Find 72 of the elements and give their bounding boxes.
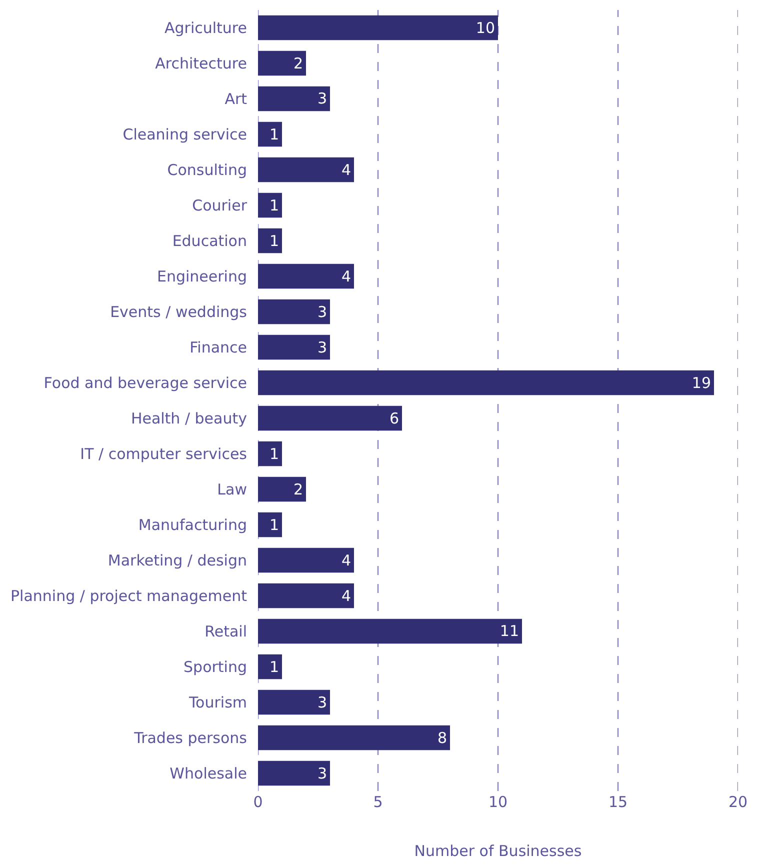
bar: [258, 192, 282, 218]
y-tick-label: Marketing / design: [108, 552, 247, 570]
y-tick-label: Trades persons: [133, 729, 248, 747]
y-tick-label: Food and beverage service: [44, 374, 247, 392]
bar: [258, 583, 354, 608]
data-label: 6: [389, 409, 399, 428]
x-tick-label: 20: [728, 793, 748, 811]
bar: [258, 441, 282, 466]
data-label: 4: [341, 267, 351, 286]
data-label: 1: [269, 125, 279, 144]
data-label: 1: [269, 232, 279, 250]
data-label: 1: [269, 444, 279, 463]
bar: [258, 725, 450, 750]
x-tick-label: 15: [608, 793, 628, 811]
x-tick-label: 10: [488, 793, 508, 811]
bar: [258, 690, 330, 715]
data-label: 2: [293, 480, 303, 498]
data-label: 8: [437, 728, 447, 747]
y-tick-label: Law: [217, 480, 247, 498]
data-label: 4: [341, 551, 351, 570]
y-tick-label: Finance: [190, 338, 247, 356]
bar: [258, 157, 354, 182]
bar: [258, 334, 330, 360]
data-label: 10: [476, 18, 495, 37]
bar: [258, 406, 402, 431]
x-tick-label: 5: [373, 793, 383, 811]
y-tick-label: Agriculture: [164, 19, 247, 37]
data-label: 1: [269, 516, 279, 534]
y-tick-label: Engineering: [157, 268, 247, 286]
bar: [258, 512, 282, 538]
y-tick-label: Health / beauty: [130, 410, 248, 428]
data-label: 3: [317, 764, 327, 782]
y-tick-label: Art: [224, 90, 248, 108]
bar: [258, 370, 714, 396]
y-tick-label: Planning / project management: [10, 587, 248, 605]
data-label: 4: [341, 586, 351, 605]
y-tick-label: Sporting: [184, 658, 247, 676]
data-label: 2: [293, 54, 303, 72]
data-label: 3: [317, 90, 327, 108]
y-tick-label: Cleaning service: [122, 126, 247, 144]
y-tick-label: Education: [172, 232, 247, 250]
data-label: 11: [500, 622, 519, 640]
bar: [258, 86, 330, 112]
data-label: 1: [269, 196, 279, 214]
data-label: 3: [317, 693, 327, 712]
x-tick-label: 0: [253, 793, 263, 811]
y-tick-label: Wholesale: [170, 764, 247, 782]
bar: [258, 760, 330, 786]
bar: [258, 618, 522, 644]
bar: [258, 50, 306, 76]
y-tick-label: Retail: [204, 622, 247, 640]
data-label: 3: [317, 338, 327, 356]
y-tick-label: Events / weddings: [110, 303, 248, 321]
bar: [258, 228, 282, 254]
bar: [258, 264, 354, 289]
data-label: 19: [692, 374, 711, 392]
x-axis-title: Number of Businesses: [414, 842, 582, 860]
y-tick-label: Architecture: [155, 54, 247, 72]
bar: [258, 299, 330, 324]
y-tick-label: Courier: [192, 196, 248, 214]
y-tick-label: IT / computer services: [80, 445, 248, 463]
bar: [258, 548, 354, 573]
y-tick-label: Consulting: [167, 161, 247, 179]
data-label: 4: [341, 160, 351, 179]
data-label: 3: [317, 302, 327, 321]
bar: [258, 15, 498, 40]
bar: [258, 476, 306, 502]
bar: [258, 122, 282, 147]
bar: [258, 654, 282, 680]
data-label: 1: [269, 658, 279, 676]
y-tick-label: Manufacturing: [138, 516, 247, 534]
y-tick-label: Tourism: [188, 694, 247, 712]
